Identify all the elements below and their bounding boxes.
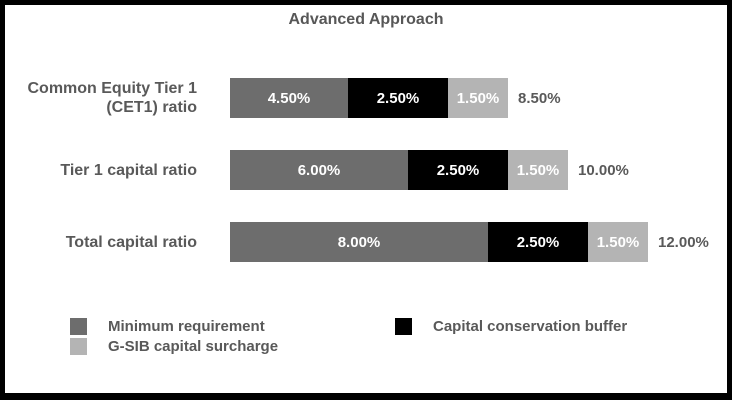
segment-value-label: 1.50%	[516, 161, 560, 179]
segment-value-label: 4.50%	[267, 89, 311, 107]
total-value-label: 12.00%	[658, 233, 709, 251]
category-label-line: (CET1) ratio	[106, 99, 197, 116]
legend-label: Minimum requirement	[108, 318, 265, 335]
category-label: Total capital ratio	[5, 233, 197, 252]
chart-row: Common Equity Tier 1 (CET1) ratio 4.50% 2.5…	[5, 78, 727, 118]
total-value-label: 10.00%	[578, 161, 629, 179]
bar-segment-capital-conservation-buffer: 2.50%	[488, 222, 588, 262]
bar-segment-g-sib-capital-surcharge: 1.50%	[448, 78, 508, 118]
legend-label: Capital conservation buffer	[433, 318, 628, 335]
total-value-label: 8.50%	[518, 89, 561, 107]
stacked-bar: 4.50% 2.50% 1.50%	[230, 78, 508, 118]
segment-value-label: 8.00%	[337, 233, 381, 251]
segment-value-label: 6.00%	[297, 161, 341, 179]
stacked-bar: 6.00% 2.50% 1.50%	[230, 150, 568, 190]
bar-segment-g-sib-capital-surcharge: 1.50%	[508, 150, 568, 190]
category-label: Tier 1 capital ratio	[5, 161, 197, 180]
category-label-line: Common Equity Tier 1	[27, 80, 197, 97]
bar-segment-minimum-requirement: 8.00%	[230, 222, 488, 262]
legend-item-capital-conservation-buffer: Capital conservation buffer	[395, 318, 627, 335]
stacked-bar-chart: Common Equity Tier 1 (CET1) ratio 4.50% 2.5…	[5, 78, 727, 294]
category-label-line: Total capital ratio	[65, 233, 197, 251]
segment-value-label: 2.50%	[516, 233, 560, 251]
chart-row: Tier 1 capital ratio 6.00% 2.50% 1.50% 10.00…	[5, 150, 727, 190]
stacked-bar: 8.00% 2.50% 1.50%	[230, 222, 648, 262]
bar-segment-minimum-requirement: 6.00%	[230, 150, 408, 190]
legend-swatch-icon	[70, 338, 87, 355]
chart-row: Total capital ratio 8.00% 2.50% 1.50% 12.00%	[5, 222, 727, 262]
segment-value-label: 1.50%	[456, 89, 500, 107]
bar-segment-g-sib-capital-surcharge: 1.50%	[588, 222, 648, 262]
legend-label: G-SIB capital surcharge	[108, 338, 279, 355]
bar-segment-minimum-requirement: 4.50%	[230, 78, 348, 118]
category-label-line: Tier 1 capital ratio	[60, 161, 197, 179]
bar-segment-capital-conservation-buffer: 2.50%	[408, 150, 508, 190]
legend: Minimum requirement Capital conservation …	[70, 318, 627, 355]
legend-swatch-icon	[70, 318, 87, 335]
legend-item-g-sib-capital-surcharge: G-SIB capital surcharge	[70, 338, 395, 355]
category-label: Common Equity Tier 1 (CET1) ratio	[5, 79, 197, 117]
legend-item-minimum-requirement: Minimum requirement	[70, 318, 395, 335]
segment-value-label: 1.50%	[596, 233, 640, 251]
segment-value-label: 2.50%	[376, 89, 420, 107]
bar-segment-capital-conservation-buffer: 2.50%	[348, 78, 448, 118]
legend-swatch-icon	[395, 318, 412, 335]
chart-title: Advanced Approach	[288, 11, 444, 28]
segment-value-label: 2.50%	[436, 161, 480, 179]
